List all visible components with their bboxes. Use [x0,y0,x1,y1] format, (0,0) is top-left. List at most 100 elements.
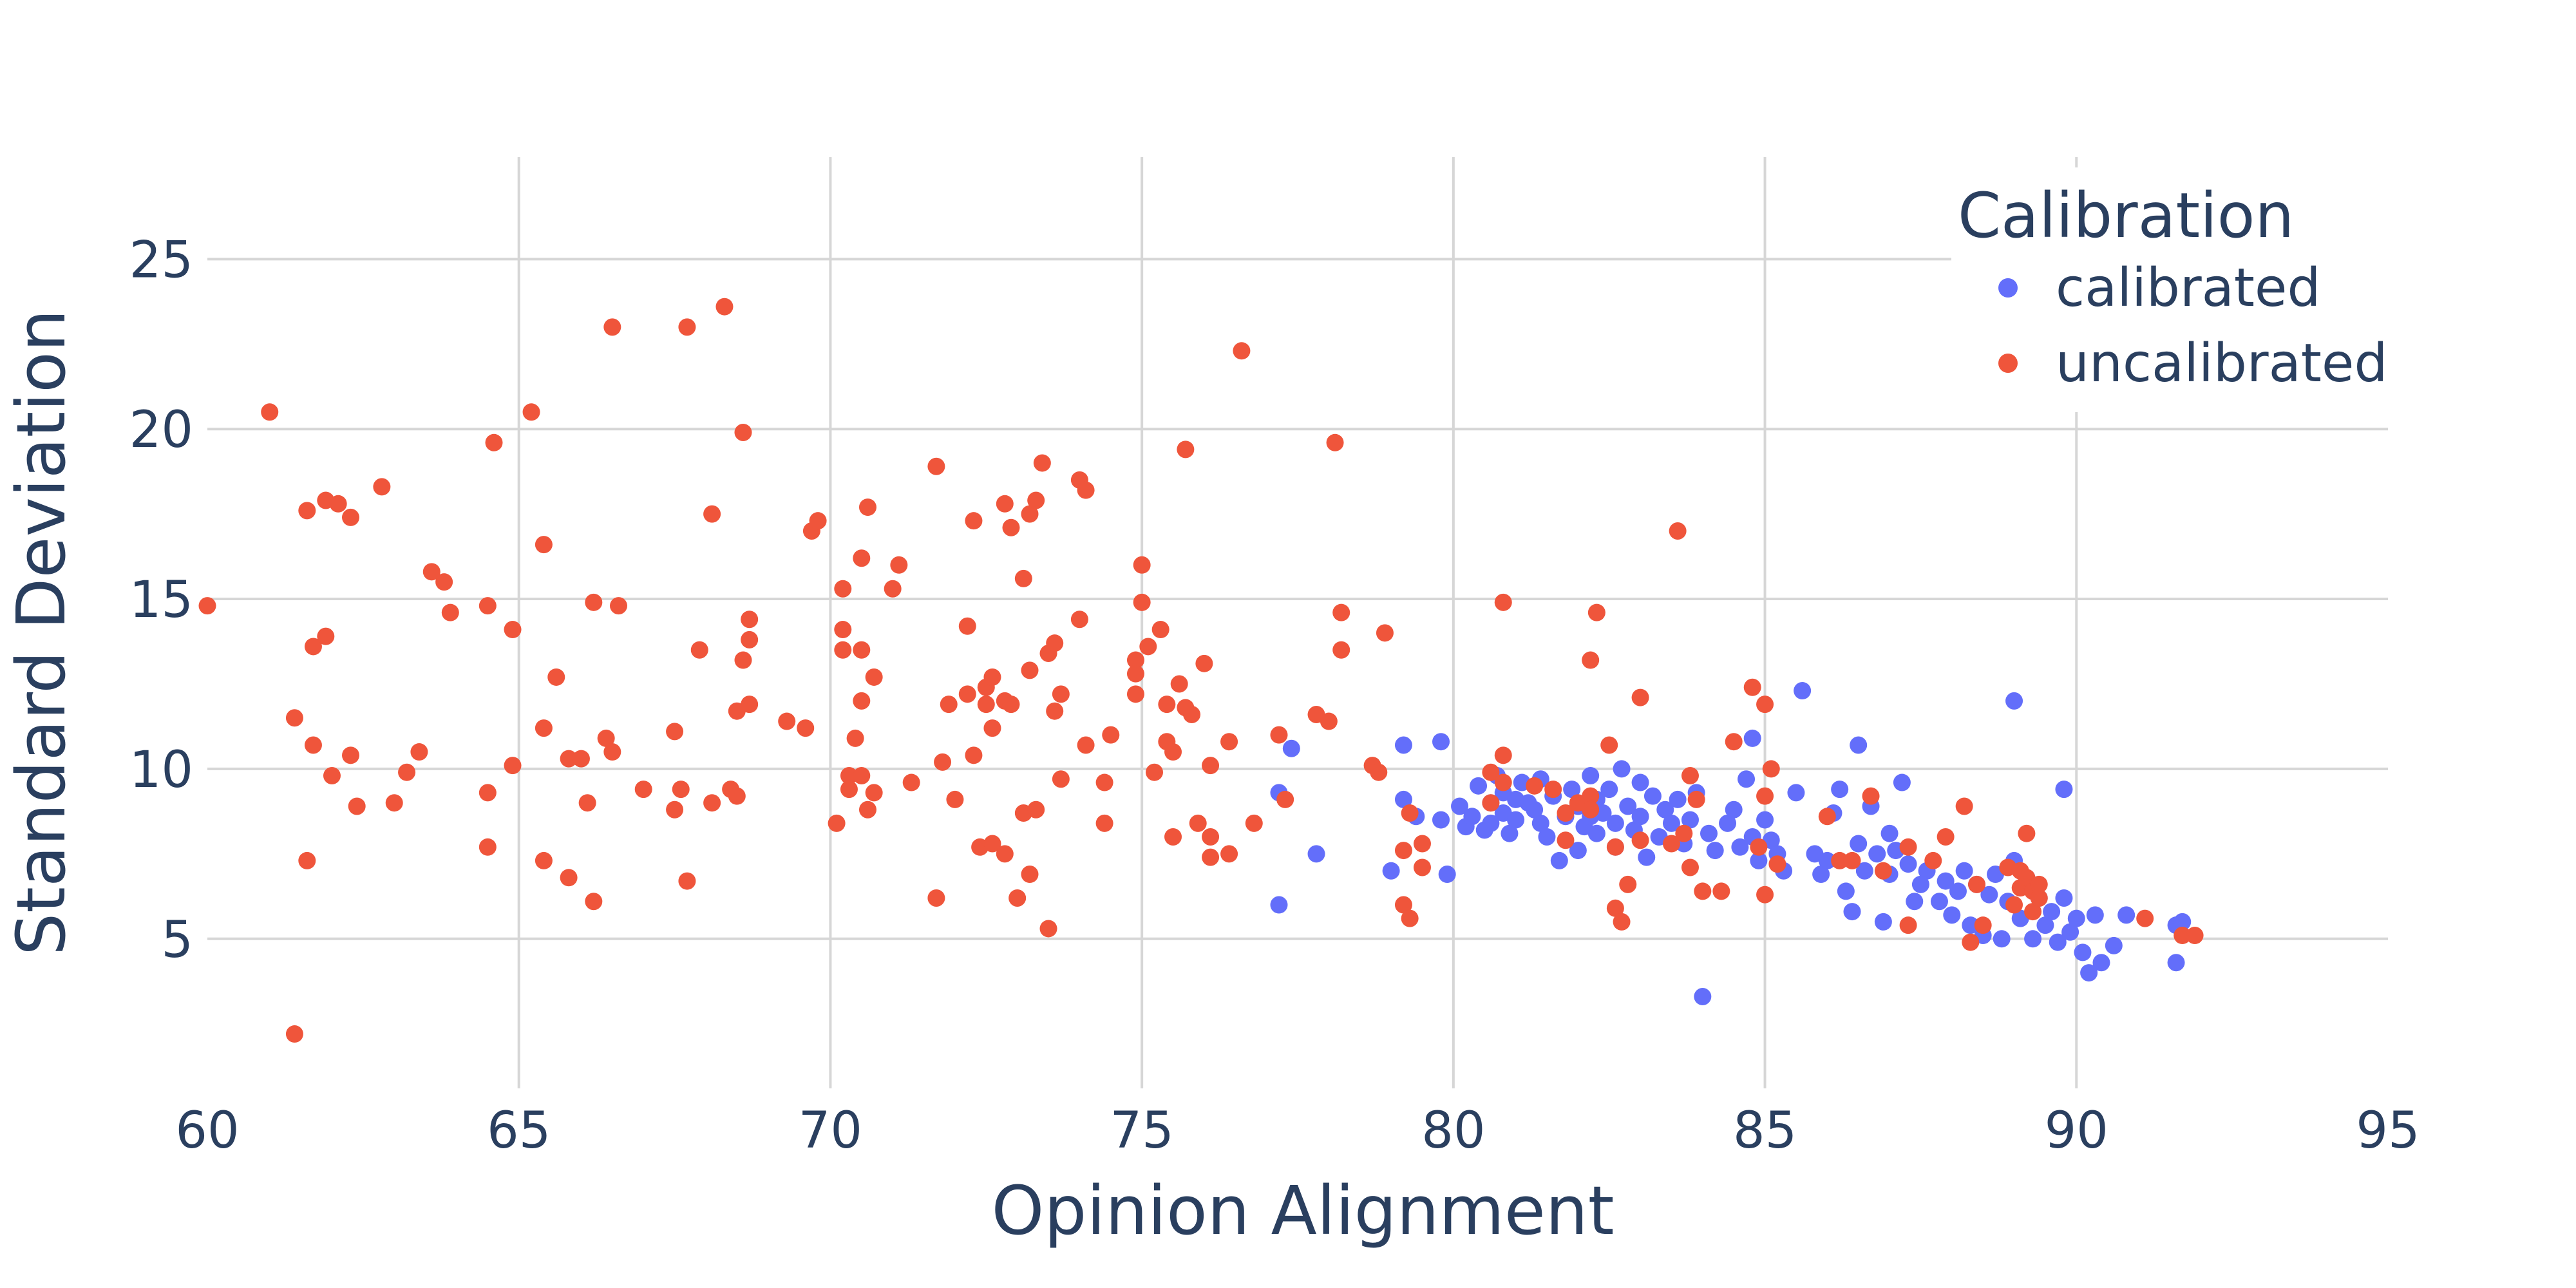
point-calibrated [1382,862,1400,880]
point-uncalibrated [560,869,578,887]
point-calibrated [1394,736,1412,754]
point-uncalibrated [1002,696,1020,714]
point-uncalibrated [1494,593,1512,611]
points-layer [198,298,2204,1043]
point-calibrated [1955,862,1973,880]
point-uncalibrated [1370,763,1388,781]
point-uncalibrated [2136,909,2154,927]
point-uncalibrated [1862,787,1880,805]
point-uncalibrated [1619,875,1637,893]
legend-marker-uncalibrated [1998,354,2018,373]
point-uncalibrated [1606,899,1624,917]
point-uncalibrated [853,549,871,567]
point-uncalibrated [1967,875,1985,893]
point-uncalibrated [1762,760,1780,778]
point-calibrated [1750,851,1768,869]
point-uncalibrated [2174,927,2192,945]
point-uncalibrated [535,719,553,737]
point-uncalibrated [666,800,684,819]
point-uncalibrated [198,597,216,615]
point-uncalibrated [1220,845,1238,863]
point-uncalibrated [1033,454,1051,472]
point-calibrated [1432,733,1450,751]
point-uncalibrated [1270,726,1288,744]
x-tick-label: 65 [487,1102,551,1160]
point-uncalibrated [1494,773,1512,791]
point-uncalibrated [1818,808,1836,826]
point-uncalibrated [983,668,1001,686]
point-uncalibrated [1039,920,1057,938]
x-tick-label: 85 [1733,1102,1797,1160]
point-calibrated [1818,851,1836,869]
x-tick-label: 95 [2356,1102,2420,1160]
point-uncalibrated [2005,896,2023,914]
point-calibrated [1451,797,1469,815]
point-uncalibrated [1662,835,1680,853]
point-uncalibrated [1631,688,1649,706]
point-uncalibrated [522,403,540,421]
point-uncalibrated [1233,342,1251,360]
point-uncalibrated [1756,787,1774,805]
point-calibrated [1470,777,1488,795]
point-calibrated [1899,855,1917,873]
point-uncalibrated [2024,903,2042,921]
point-calibrated [1550,851,1568,869]
point-uncalibrated [585,593,603,611]
point-uncalibrated [741,630,759,649]
point-uncalibrated [1526,777,1544,795]
x-tick-label: 70 [799,1102,862,1160]
point-uncalibrated [398,763,416,781]
point-uncalibrated [965,746,983,764]
point-uncalibrated [285,709,303,727]
point-uncalibrated [1027,800,1045,819]
x-axis-title: Opinion Alignment [991,1171,1614,1250]
point-calibrated [1980,886,1998,904]
point-calibrated [1582,766,1600,784]
point-uncalibrated [965,512,983,530]
point-calibrated [1831,781,1849,799]
point-uncalibrated [478,784,497,802]
point-calibrated [1943,906,1961,924]
point-calibrated [1569,842,1587,860]
point-calibrated [1855,862,1873,880]
point-uncalibrated [853,692,871,710]
point-uncalibrated [435,573,453,591]
point-uncalibrated [1743,678,1761,696]
point-calibrated [1893,773,1911,791]
point-uncalibrated [1874,862,1892,880]
point-calibrated [1874,913,1892,931]
point-uncalibrated [1320,712,1338,730]
legend-item-uncalibrated[interactable]: uncalibrated [1998,333,2388,394]
point-uncalibrated [422,563,440,581]
point-uncalibrated [1070,611,1088,629]
point-uncalibrated [1014,569,1032,587]
point-uncalibrated [977,696,995,714]
y-tick-label: 25 [129,231,193,289]
point-uncalibrated [1170,675,1188,693]
point-calibrated [1837,882,1855,900]
point-uncalibrated [578,794,596,812]
point-uncalibrated [778,712,796,730]
point-uncalibrated [703,505,721,523]
point-uncalibrated [1139,638,1157,656]
point-uncalibrated [1712,882,1730,900]
point-uncalibrated [958,617,976,635]
point-uncalibrated [261,403,279,421]
point-uncalibrated [1557,804,1575,822]
y-tick-label: 15 [129,571,193,629]
point-calibrated [2174,913,2192,931]
point-calibrated [1694,988,1712,1006]
legend-label-calibrated: calibrated [2056,258,2321,319]
point-uncalibrated [834,580,852,598]
point-calibrated [1669,790,1687,808]
legend-item-calibrated[interactable]: calibrated [1998,258,2321,319]
point-calibrated [1270,896,1288,914]
point-uncalibrated [2186,927,2204,945]
point-uncalibrated [1095,773,1113,791]
point-calibrated [1501,824,1519,842]
point-uncalibrated [1600,736,1618,754]
point-calibrated [1643,787,1662,805]
point-uncalibrated [1077,736,1095,754]
point-uncalibrated [634,781,652,799]
point-calibrated [1962,916,1980,934]
